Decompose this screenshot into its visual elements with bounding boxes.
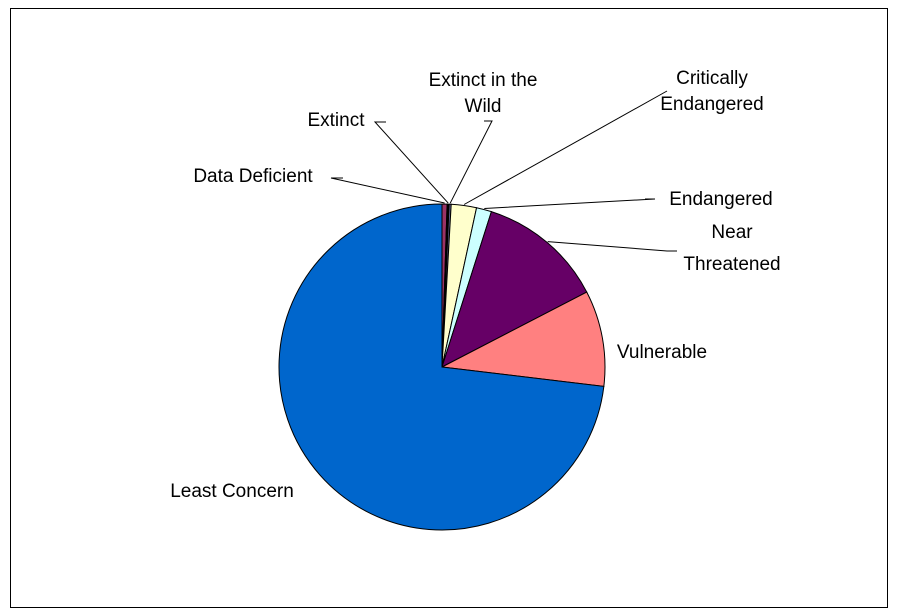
leader-line-extinct-in-the-wild [449, 120, 493, 204]
slice-label-line: Wild [465, 96, 502, 117]
pie-slice-vulnerable [440, 291, 606, 387]
slice-labels: Data Deficient Extinct Extinct in the Wild C… [170, 68, 780, 502]
slice-label-line: Vulnerable [617, 342, 707, 363]
pie-slices [278, 203, 606, 531]
slice-label-extinct: Extinct [307, 110, 365, 131]
pie-slice-near-threatened [441, 211, 588, 368]
slice-label-line: Extinct in the [429, 70, 538, 91]
slice-label-data-deficient: Data Deficient [193, 166, 313, 187]
slice-label-near-threatened: Near Threatened [683, 222, 780, 275]
pie-slice-least-concern [278, 203, 605, 531]
leader-line-data-deficient [330, 177, 445, 204]
leader-line-endangered [484, 198, 656, 209]
slice-label-extinct-in-the-wild: Extinct in the Wild [429, 70, 538, 117]
slice-label-line: Least Concern [170, 481, 294, 502]
slice-label-least-concern: Least Concern [170, 481, 294, 502]
slice-label-line: Endangered [660, 94, 764, 115]
slice-label-critically-endangered: Critically Endangered [660, 68, 764, 115]
slice-label-vulnerable: Vulnerable [617, 342, 707, 363]
slice-label-line: Endangered [669, 189, 773, 210]
slice-label-line: Critically [676, 68, 748, 89]
slice-label-line: Data Deficient [193, 166, 313, 187]
slice-label-line: Near [711, 222, 753, 243]
slice-label-line: Threatened [683, 254, 780, 275]
leader-line-near-threatened [547, 241, 677, 252]
leader-lines [330, 90, 677, 252]
slice-label-endangered: Endangered [669, 189, 773, 210]
leader-line-extinct [373, 121, 449, 204]
slice-label-line: Extinct [307, 110, 365, 131]
pie-chart: Data Deficient Extinct Extinct in the Wild C… [170, 68, 781, 531]
leader-line-critically-endangered [463, 90, 668, 205]
